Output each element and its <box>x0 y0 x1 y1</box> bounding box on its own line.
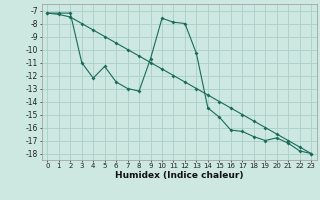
X-axis label: Humidex (Indice chaleur): Humidex (Indice chaleur) <box>115 171 244 180</box>
